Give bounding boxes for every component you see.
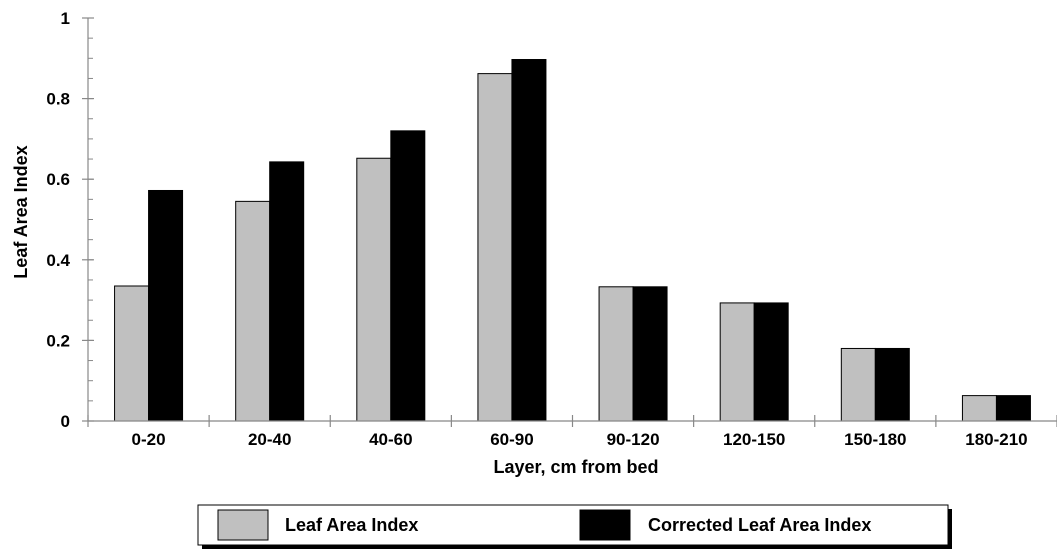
x-tick-label: 0-20 [132, 430, 166, 449]
x-tick-label: 120-150 [723, 430, 785, 449]
bar-series-2-180-210 [995, 395, 1031, 422]
legend: Leaf Area Index Corrected Leaf Area Inde… [197, 504, 952, 549]
bar-series-1-20-40 [235, 200, 271, 422]
y-tick-label: 0.8 [46, 90, 70, 109]
bar-series-1-90-120 [598, 286, 634, 422]
x-axis: 0-20 20-40 40-60 60-90 90-120 120-150 150-180 1… [87, 415, 1057, 449]
y-tick-label: 1 [61, 9, 70, 28]
y-tick-label: 0.4 [46, 251, 70, 270]
x-tick-label: 150-180 [844, 430, 906, 449]
x-axis-title: Layer, cm from bed [493, 457, 658, 477]
bar-series-2-40-60 [390, 130, 426, 422]
x-tick-label: 40-60 [369, 430, 412, 449]
legend-label-series-2: Corrected Leaf Area Index [648, 515, 871, 535]
bar-series-2-0-20 [148, 189, 184, 422]
bar-series-1-150-180 [840, 347, 876, 422]
y-tick-label: 0.6 [46, 170, 70, 189]
y-axis-title: Leaf Area Index [11, 145, 31, 278]
bar-series-2-20-40 [269, 161, 305, 422]
x-tick-label: 20-40 [248, 430, 291, 449]
bar-series-1-0-20 [114, 285, 150, 422]
bar-series-1-40-60 [356, 157, 392, 422]
bars-group [114, 59, 1031, 422]
y-axis: 0 0.2 0.4 0.6 0.8 1 [46, 9, 94, 431]
legend-box [197, 504, 949, 546]
bar-series-1-180-210 [961, 395, 997, 422]
bar-series-1-60-90 [477, 73, 513, 422]
bar-series-2-90-120 [632, 286, 668, 422]
bar-series-2-120-150 [753, 302, 789, 422]
bar-series-2-60-90 [511, 59, 547, 422]
y-tick-label: 0.2 [46, 331, 70, 350]
bar-series-2-150-180 [874, 347, 910, 422]
legend-swatch-series-1 [217, 509, 269, 541]
y-tick-label: 0 [61, 412, 70, 431]
legend-swatch-series-2 [579, 509, 631, 541]
x-tick-label: 90-120 [607, 430, 660, 449]
legend-label-series-1: Leaf Area Index [285, 515, 418, 535]
bar-series-1-120-150 [719, 302, 755, 422]
x-tick-label: 180-210 [965, 430, 1027, 449]
x-tick-label: 60-90 [490, 430, 533, 449]
